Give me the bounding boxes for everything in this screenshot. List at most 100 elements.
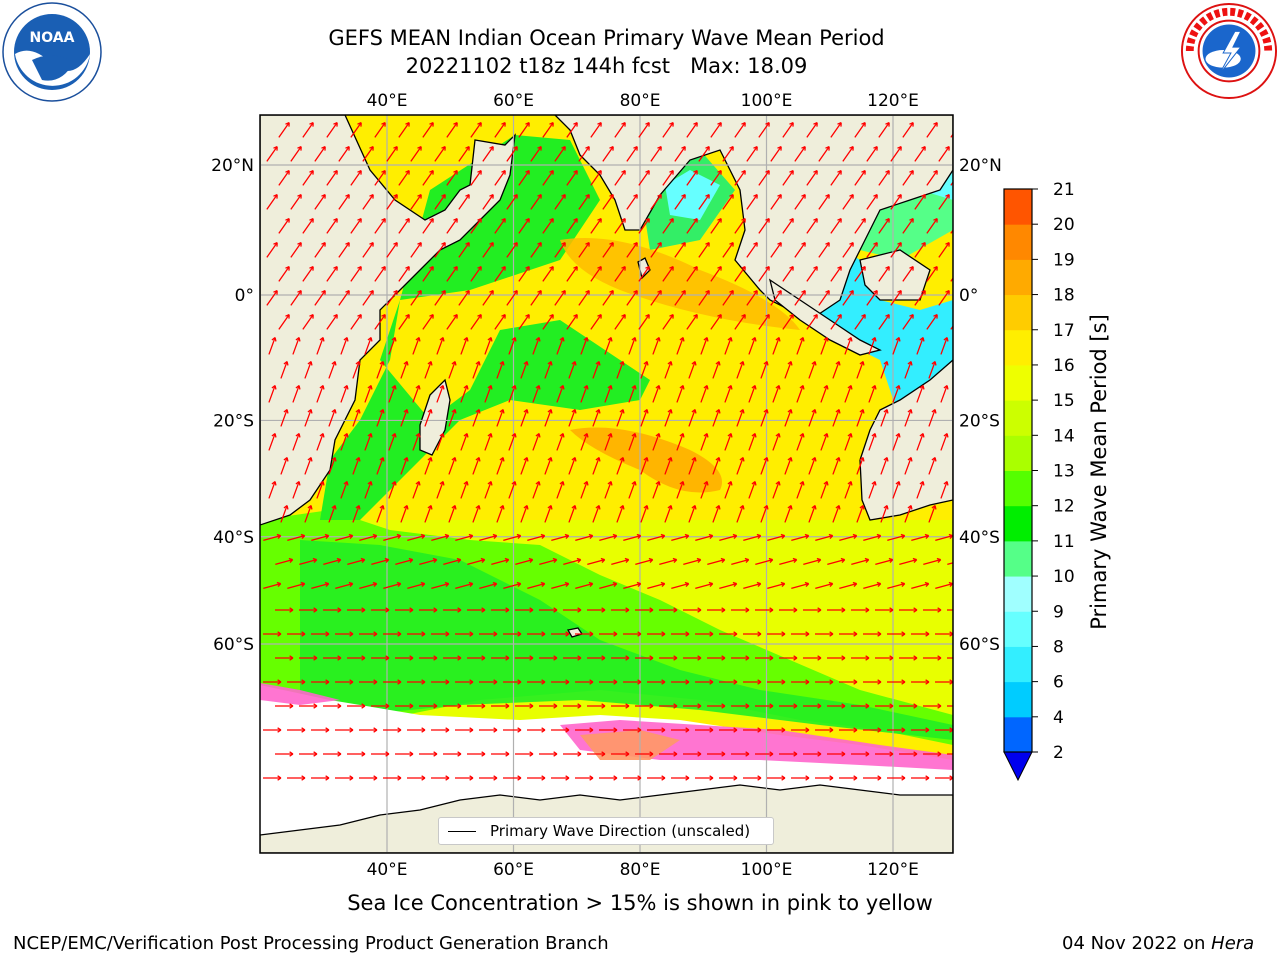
- wave-arrow: [662, 314, 674, 330]
- wave-arrow: [940, 481, 948, 499]
- wave-arrow: [544, 409, 552, 427]
- wave-arrow-head: [360, 557, 366, 564]
- wave-arrow-head: [948, 533, 953, 540]
- wave-arrow: [743, 535, 761, 541]
- wave-arrow: [760, 409, 768, 427]
- wave-arrow: [640, 361, 648, 379]
- wave-arrow-head: [403, 457, 409, 462]
- wave-arrow: [808, 409, 816, 427]
- wave-arrow-head: [907, 361, 913, 366]
- wave-arrow-head: [901, 631, 906, 637]
- wave-arrow-head: [549, 314, 554, 319]
- wave-arrow: [508, 481, 516, 499]
- wave-arrow: [578, 290, 590, 306]
- wave-arrow: [818, 194, 830, 210]
- wave-arrow-head: [793, 751, 798, 757]
- wave-arrow: [652, 385, 660, 403]
- wave-arrow-head: [561, 146, 566, 151]
- wave-arrow-head: [643, 457, 649, 462]
- wave-arrow: [386, 290, 398, 306]
- wave-arrow: [806, 122, 818, 138]
- wave-arrow-head: [729, 194, 734, 199]
- wave-arrow-head: [739, 457, 745, 462]
- wave-arrow-head: [837, 314, 842, 319]
- wave-arrow-head: [468, 581, 474, 588]
- wave-arrow: [302, 122, 314, 138]
- wave-arrow-head: [933, 218, 938, 223]
- wave-arrow: [887, 535, 905, 541]
- wave-arrow: [470, 218, 482, 234]
- wave-arrow-head: [493, 631, 498, 637]
- wave-arrow: [554, 146, 566, 162]
- wave-arrow-head: [697, 655, 702, 661]
- wave-arrow: [710, 170, 722, 186]
- wave-arrow-head: [691, 505, 697, 510]
- wave-arrow-head: [355, 505, 361, 510]
- wave-arrow: [866, 146, 878, 162]
- wave-arrow: [844, 337, 852, 355]
- wave-arrow-head: [357, 314, 362, 319]
- wave-arrow-head: [643, 409, 649, 414]
- wave-arrow: [794, 146, 806, 162]
- wave-arrow-head: [739, 505, 745, 510]
- wave-arrow: [448, 361, 456, 379]
- wave-arrow-head: [601, 751, 606, 757]
- wave-arrow: [880, 409, 888, 427]
- wave-arrow-head: [933, 314, 938, 319]
- wave-arrow: [443, 559, 461, 565]
- wave-arrow: [808, 457, 816, 475]
- wave-arrow-head: [897, 146, 902, 151]
- wave-arrow-head: [469, 775, 474, 781]
- lon-tick-bottom: 120°E: [867, 860, 919, 880]
- wave-arrow: [424, 457, 432, 475]
- wave-arrow-head: [529, 703, 534, 709]
- lat-tick-left: 0°: [235, 286, 254, 306]
- footer-date-text: 04 Nov 2022 on: [1062, 933, 1212, 954]
- wave-arrow-head: [469, 727, 474, 733]
- wave-arrow-head: [369, 146, 374, 151]
- wave-arrow-head: [829, 727, 834, 733]
- lon-tick-bottom: 100°E: [741, 860, 793, 880]
- wave-arrow-head: [453, 218, 458, 223]
- wave-arrow-head: [463, 481, 469, 486]
- wave-arrow: [604, 481, 612, 499]
- wave-arrow-head: [885, 218, 890, 223]
- wave-arrow: [640, 409, 648, 427]
- wave-arrow: [520, 361, 528, 379]
- wave-arrow-head: [381, 266, 386, 271]
- wave-arrow: [638, 218, 650, 234]
- wave-arrow-head: [945, 242, 950, 247]
- wave-arrow-head: [307, 505, 313, 510]
- wave-arrow: [350, 266, 362, 282]
- wave-arrow-head: [633, 290, 638, 295]
- wave-arrow-head: [535, 337, 541, 342]
- wave-arrow-head: [921, 194, 926, 199]
- wave-arrow-head: [525, 218, 530, 223]
- wave-arrow: [868, 481, 876, 499]
- wave-arrow-head: [913, 703, 918, 709]
- wave-arrow: [566, 314, 578, 330]
- wave-arrow-head: [787, 361, 793, 366]
- wave-arrow: [839, 535, 857, 541]
- wave-arrow-head: [421, 775, 426, 781]
- colorbar: 2 4 6 8 9 10 11 12 13 14 15 16 17 18 19 20 21: [1003, 180, 1075, 782]
- wave-arrow: [818, 146, 830, 162]
- wave-arrow-head: [477, 218, 482, 223]
- wave-arrow-head: [696, 557, 702, 564]
- wave-arrow-head: [655, 337, 661, 342]
- wave-arrow-head: [781, 679, 786, 685]
- wave-arrow-head: [421, 679, 426, 685]
- wave-arrow-head: [825, 242, 830, 247]
- wave-arrow: [815, 535, 833, 541]
- wave-arrow-head: [757, 727, 762, 733]
- wave-arrow: [746, 242, 758, 258]
- wave-arrow-head: [645, 122, 650, 127]
- wave-arrow-head: [585, 290, 590, 295]
- wave-arrow: [508, 385, 516, 403]
- wave-arrow: [640, 505, 648, 523]
- wave-arrow-head: [931, 409, 937, 414]
- wave-arrow: [782, 122, 794, 138]
- wave-arrow-head: [349, 727, 354, 733]
- wave-arrow-head: [919, 337, 925, 342]
- wave-arrow-head: [649, 655, 654, 661]
